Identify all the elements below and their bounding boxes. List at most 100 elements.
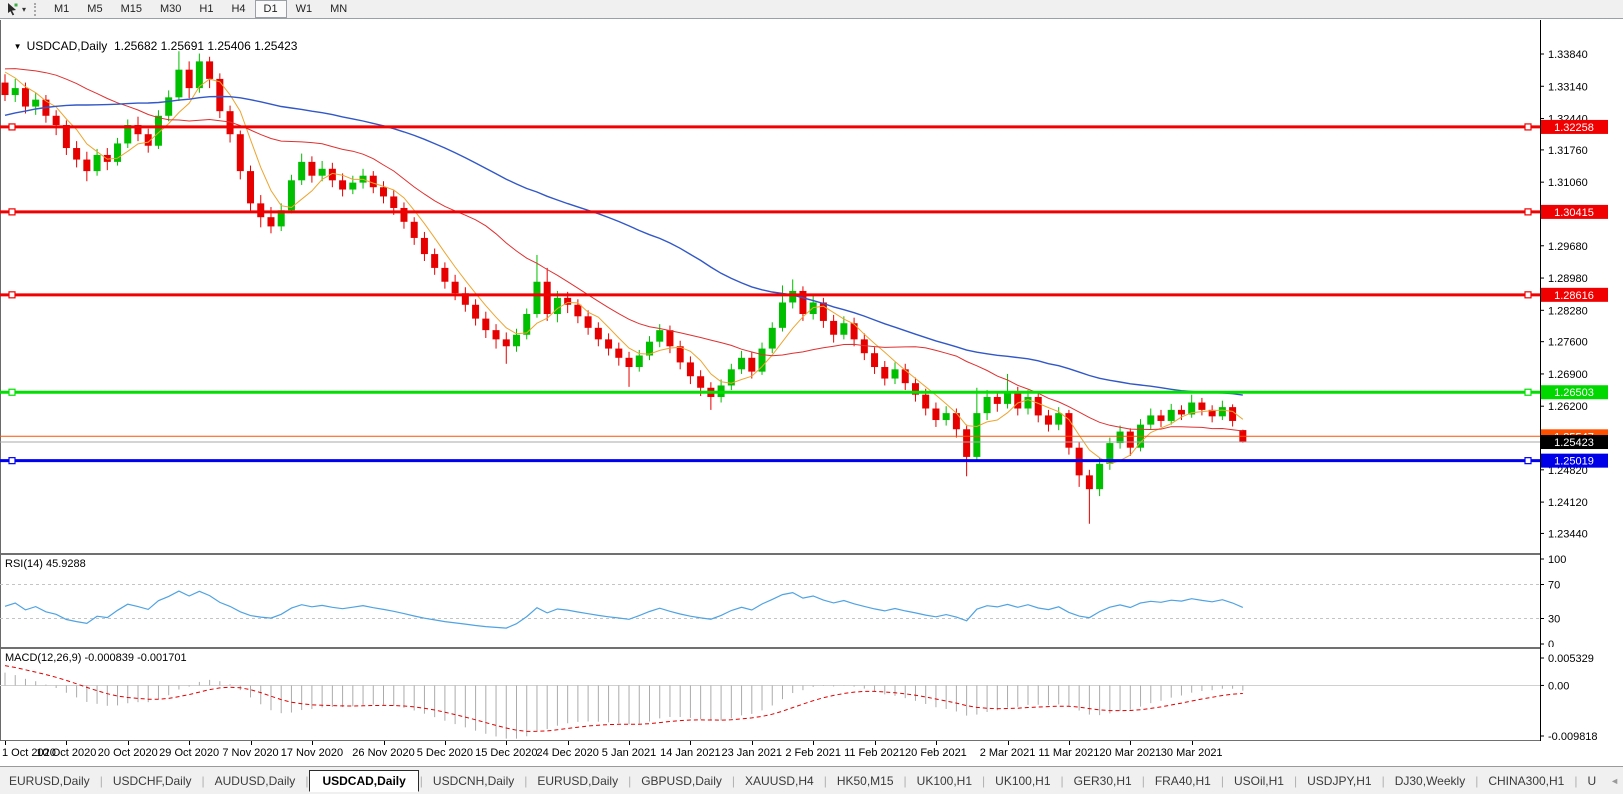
candle-body [287,180,295,211]
chart-tab-china300-h1[interactable]: CHINA300,H1 [1488,773,1565,788]
candle-body [400,207,408,222]
candle-body [431,254,439,268]
hline-handle[interactable] [1524,388,1532,396]
hline-handle[interactable] [1524,291,1532,299]
hline-handle[interactable] [1524,123,1532,131]
hline-handle[interactable] [8,291,16,299]
date-tick [690,741,692,745]
date-axis-label: 30 Mar 2021 [1160,747,1223,759]
chart-tab-usdcad-daily[interactable]: USDCAD,Daily [309,769,419,792]
timeframe-button-mn[interactable]: MN [330,3,348,15]
cursor-tool-icon [8,3,18,16]
candle-body [318,168,326,176]
date-tick [250,741,252,745]
candle-body [1188,402,1196,415]
tab-scroll-left-icon[interactable]: ◄ [1610,775,1620,786]
timeframe-button-w1[interactable]: W1 [295,3,313,15]
chart-tab-hk50-m15[interactable]: HK50,M15 [836,773,894,788]
candle-body [574,304,582,317]
chart-tab-audusd-daily[interactable]: AUDUSD,Daily [214,773,296,788]
candle-body [1044,415,1052,425]
chart-tab-usdjpy-h1[interactable]: USDJPY,H1 [1307,773,1372,788]
slow-ma-line [4,95,1243,396]
chart-symbol-label: USDCAD,Daily [26,39,108,53]
hline-handle[interactable] [1524,457,1532,465]
candle-body [1055,413,1063,425]
price-badge-label: 1.25019 [1554,456,1594,468]
candle-body [656,330,664,342]
hline-handle[interactable] [1524,208,1532,216]
price-badge-label: 1.25423 [1554,437,1594,449]
candle-body [390,196,398,208]
price-badge-label: 1.30415 [1554,207,1594,219]
candle-body [144,134,152,146]
chart-tab-eurusd-daily[interactable]: EURUSD,Daily [537,773,619,788]
timeframe-button-m5[interactable]: M5 [87,3,103,15]
date-axis-label: 1 Oct 2020 [2,747,56,759]
hline-handle[interactable] [8,208,16,216]
candle-body [830,320,838,335]
candle-body [206,61,214,79]
chart-tab-gbpusd-daily[interactable]: GBPUSD,Daily [641,773,722,788]
candle-body [891,369,899,379]
tab-separator: | [524,773,528,788]
date-tick [1130,741,1132,745]
hline-handle[interactable] [8,457,16,465]
candle-body [21,88,29,107]
tab-separator: | [1220,773,1224,788]
cursor-tool-button[interactable]: ▾ [2,1,29,18]
candle-body [1208,409,1216,417]
main-price-chart[interactable]: 1.338401.331401.324401.317601.310601.296… [0,20,1623,553]
price-badge-label: 1.26503 [1554,387,1594,399]
date-tick [127,741,129,745]
chart-tab-xauusd-h4[interactable]: XAUUSD,H4 [745,773,814,788]
candle-body [267,217,275,227]
date-axis-label: 7 Nov 2020 [222,747,279,759]
timeframe-button-d1[interactable]: D1 [254,0,287,18]
timeframe-button-h4[interactable]: H4 [231,3,246,15]
tab-separator: | [1060,773,1064,788]
candle-body [799,290,807,315]
timeframe-button-m30[interactable]: M30 [159,3,182,15]
timeframe-toolbar: ▾ M1 M5 M15 M30 H1 H4 D1 W1 MN [0,0,1623,19]
chart-tab-uk100-h1[interactable]: UK100,H1 [995,773,1051,788]
timeframe-button-m15[interactable]: M15 [120,3,142,15]
date-tick [189,741,191,745]
timeframe-button-m1[interactable]: M1 [54,3,70,15]
candle-body [482,318,490,331]
price-axis[interactable]: 1.338401.331401.324401.317601.310601.296… [1540,20,1623,553]
candle-body [195,61,203,89]
candle-body [216,78,224,112]
price-badge-resistance-1 [1541,119,1608,134]
date-axis-label: 20 Feb 2021 [905,747,967,759]
chart-tab-u[interactable]: U [1587,773,1597,788]
date-axis[interactable]: 1 Oct 2020 10 Oct 2020 20 Oct 2020 29 Oct 2… [0,741,1623,766]
chart-tab-dj30-weekly[interactable]: DJ30,Weekly [1394,773,1466,788]
date-axis-label: 23 Jan 2021 [721,747,783,759]
chart-tab-ger30-h1[interactable]: GER30,H1 [1073,773,1132,788]
candle-body [932,408,940,421]
chart-tab-usdcnh-daily[interactable]: USDCNH,Daily [432,773,515,788]
candle-body [584,316,592,328]
timeframe-button-h1[interactable]: H1 [199,3,214,15]
price-axis-label: 1.24820 [1548,465,1588,477]
date-axis-label: 20 Mar 2021 [1099,747,1162,759]
chart-tab-usoil-h1[interactable]: USOil,H1 [1233,773,1284,788]
chart-tab-eurusd-daily[interactable]: EURUSD,Daily [9,773,90,788]
price-axis-label: 1.23440 [1548,528,1588,540]
tab-separator: | [903,773,907,788]
hline-handle[interactable] [8,123,16,131]
candle-body [942,413,950,421]
candle-body [850,323,858,340]
macd-indicator-panel[interactable]: 0.005329 0.00 -0.009818 MACD(12,26,9) -0.00… [0,647,1623,741]
rsi-indicator-panel[interactable]: 100 70 30 0 RSI(14) 45.9288 [0,553,1623,647]
candle-body [1,82,9,96]
chart-tab-usdchf-daily[interactable]: USDCHF,Daily [112,773,192,788]
hline-handle[interactable] [8,388,16,396]
rsi-axis-label: 0 [1548,639,1554,647]
candle-body [513,334,520,347]
candle-body [247,171,255,204]
date-tick [935,741,937,745]
chart-tab-fra40-h1[interactable]: FRA40,H1 [1154,773,1211,788]
chart-tab-uk100-h1[interactable]: UK100,H1 [916,773,973,788]
